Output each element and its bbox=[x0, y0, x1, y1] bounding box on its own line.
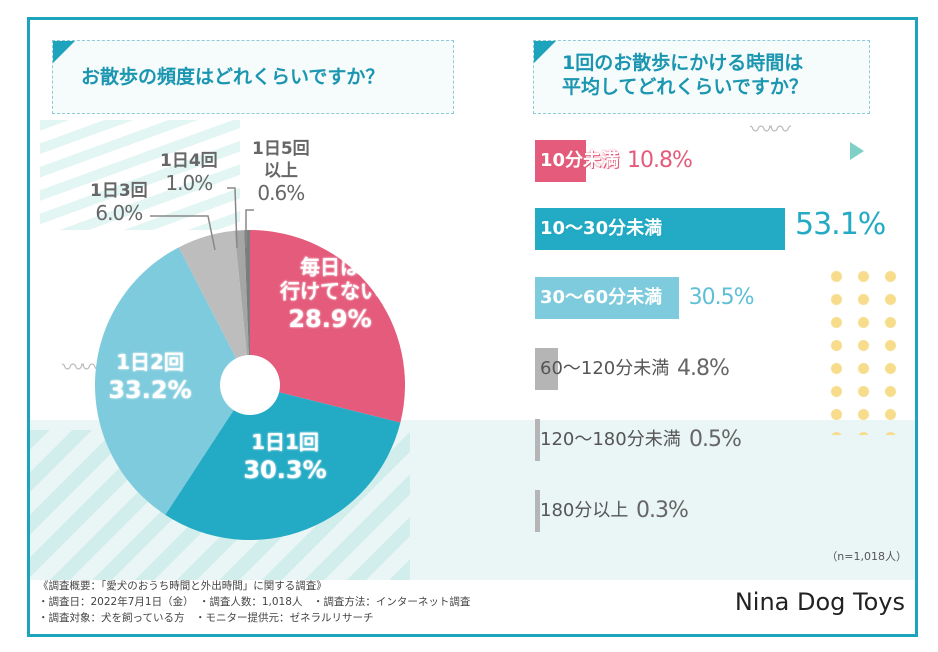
sample-size-note: （n=1,018人） bbox=[826, 550, 907, 563]
question-duration-line1: 1回のお散歩にかける時間は bbox=[562, 52, 804, 74]
bar-category-label: 10〜30分未満 bbox=[540, 218, 663, 239]
pie-label-text: 毎日は bbox=[300, 255, 360, 279]
bar-1 bbox=[535, 208, 785, 250]
corner-accent-icon bbox=[534, 41, 556, 63]
pie-label-text: 行けてない bbox=[280, 279, 380, 303]
pie-slice-3 bbox=[178, 230, 250, 385]
bar-value-label: 10.8% bbox=[627, 148, 693, 173]
question-duration-line2: 平均してどれくらいですか？ bbox=[562, 76, 808, 98]
pie-value-label: 30.3% bbox=[243, 456, 327, 484]
pie-slice-2 bbox=[95, 247, 250, 515]
background-dash-pattern bbox=[40, 120, 240, 230]
pie-label-text: 以上 bbox=[263, 161, 298, 181]
pie-slice-4 bbox=[234, 230, 250, 385]
bar-value-label: 30.5% bbox=[688, 285, 755, 310]
pie-value-label: 33.2% bbox=[108, 376, 192, 404]
donut-hole bbox=[220, 355, 280, 415]
pie-outside-label-3: 1日3回 6.0% bbox=[90, 180, 148, 224]
bar-value-label: 0.3% bbox=[636, 498, 689, 523]
pie-value-label: 0.6% bbox=[257, 181, 305, 205]
bar-category-label: 120〜180分未満 bbox=[540, 429, 681, 450]
survey-details-2: ・調査対象：犬を飼っている方 ・モニター提供元：ゼネラルリサーチ bbox=[38, 612, 374, 624]
pie-label-1: 1日1回 30.3% bbox=[215, 430, 355, 482]
bar-2 bbox=[535, 277, 679, 319]
bar-value-label: 4.8% bbox=[677, 356, 730, 381]
triangle-deco-icon bbox=[850, 142, 864, 160]
pie-leader-line bbox=[245, 209, 254, 248]
pie-label-text: 1日5回 bbox=[252, 139, 310, 159]
frequency-pie-chart bbox=[95, 187, 405, 540]
pie-value-label: 28.9% bbox=[288, 305, 372, 333]
zigzag-deco-icon: 〰〰 bbox=[750, 118, 791, 143]
pie-value-label: 1.0% bbox=[165, 171, 213, 195]
pie-outside-label-4: 1日4回 1.0% bbox=[160, 150, 218, 194]
bar-category-label: 10分未満 bbox=[540, 150, 620, 171]
pie-slice-5 bbox=[244, 230, 250, 385]
bar-value-label: 0.5% bbox=[689, 427, 742, 452]
pie-label-text: 1日1回 bbox=[251, 430, 319, 454]
background-dots bbox=[823, 265, 903, 435]
pie-label-0: 毎日は 行けてない 28.9% bbox=[260, 255, 400, 331]
question-duration: 1回のお散歩にかける時間は 平均してどれくらいですか？ bbox=[562, 51, 808, 99]
bar-category-label: 30〜60分未満 bbox=[540, 287, 663, 308]
pie-leader-line bbox=[150, 215, 216, 251]
question-frequency: お散歩の頻度はどれくらいですか？ bbox=[81, 66, 385, 88]
question-box-frequency: お散歩の頻度はどれくらいですか？ bbox=[52, 40, 454, 114]
brand-logo: Nina Dog Toys bbox=[734, 588, 905, 616]
pie-leader-line bbox=[227, 187, 238, 249]
pie-outside-label-5: 1日5回 以上 0.6% bbox=[252, 138, 310, 204]
pie-slice-0 bbox=[250, 230, 405, 423]
survey-title: 《調査概要：「愛犬のおうち時間と外出時間」に関する調査》 bbox=[38, 580, 327, 592]
pie-slice-1 bbox=[165, 385, 401, 540]
bar-category-label: 60〜120分未満 bbox=[540, 358, 670, 379]
infographic-frame: 〰〰 〰〰 お散歩の頻度はどれくらいですか？ 1回のお散歩にかける時間は 平均し… bbox=[27, 17, 918, 637]
bar-5 bbox=[535, 490, 540, 532]
corner-accent-icon bbox=[53, 41, 75, 63]
bar-0 bbox=[535, 140, 586, 182]
pie-value-label: 6.0% bbox=[95, 201, 143, 225]
survey-details-1: ・調査日：2022年7月1日（金） ・調査人数：1,018人 ・調査方法：インタ… bbox=[38, 596, 471, 608]
bar-value-label: 53.1% bbox=[795, 207, 886, 242]
pie-label-text: 1日3回 bbox=[90, 181, 148, 201]
pie-label-text: 1日4回 bbox=[160, 151, 218, 171]
question-box-duration: 1回のお散歩にかける時間は 平均してどれくらいですか？ bbox=[533, 40, 870, 114]
bar-3 bbox=[535, 348, 558, 390]
bar-4 bbox=[535, 419, 540, 461]
bar-category-label: 180分以上 bbox=[540, 500, 629, 521]
pie-label-2: 1日2回 33.2% bbox=[80, 350, 220, 402]
pie-label-text: 1日2回 bbox=[116, 350, 184, 374]
survey-footer: 《調査概要：「愛犬のおうち時間と外出時間」に関する調査》 ・調査日：2022年7… bbox=[38, 578, 470, 626]
